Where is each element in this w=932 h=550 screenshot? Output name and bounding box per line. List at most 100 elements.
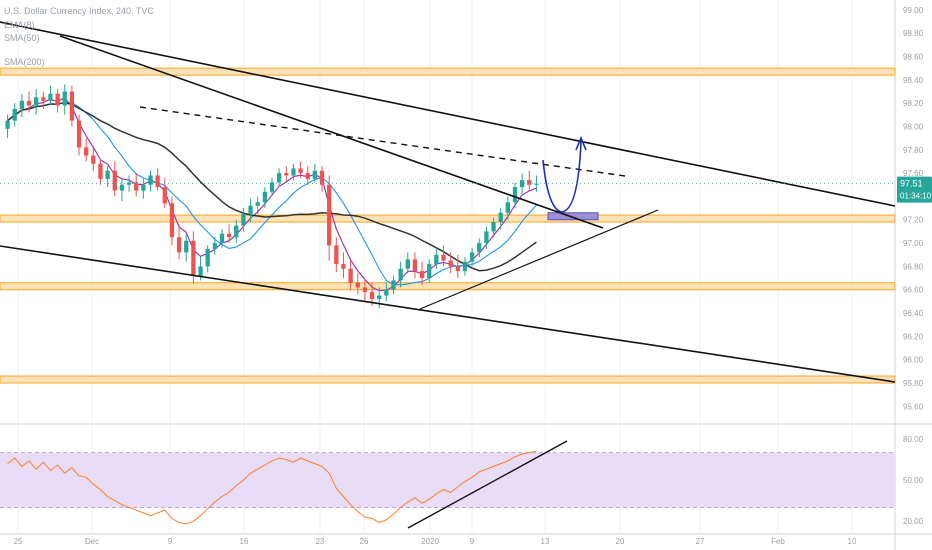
candle-body <box>212 243 217 249</box>
time-tick-label: 10 <box>848 537 857 546</box>
candle-body <box>469 252 475 262</box>
candle-body <box>355 282 360 288</box>
time-tick-label: 27 <box>696 537 705 546</box>
candle-body <box>477 243 482 253</box>
candle-body <box>226 233 232 238</box>
candle-body <box>298 168 303 174</box>
candle-body <box>12 108 17 121</box>
symbol-title: U.S. Dollar Currency Index, 240, TVC <box>4 6 154 16</box>
candle-body <box>269 182 275 192</box>
time-tick-label: 2020 <box>421 537 439 546</box>
time-tick-label: Feb <box>771 537 785 546</box>
candle-body <box>455 266 460 272</box>
candle-body <box>91 155 96 164</box>
candle-body <box>319 170 325 185</box>
indicator-label-ema: EMA(8) <box>4 20 35 30</box>
price-tick-label: 97.20 <box>903 216 924 225</box>
candle-body <box>219 233 225 244</box>
candle-body <box>484 231 489 244</box>
price-tick-label: 96.40 <box>903 309 924 318</box>
candle-body <box>34 97 39 106</box>
rsi-line <box>7 450 537 525</box>
candle-body <box>491 222 496 232</box>
support-resistance-zone <box>0 67 896 76</box>
candle-body <box>205 248 210 267</box>
candle-body <box>55 93 60 106</box>
time-tick-label: Dec <box>85 537 99 546</box>
price-tick-label: 96.20 <box>903 332 924 341</box>
candle-body <box>348 268 353 283</box>
candle-body <box>312 170 318 179</box>
trendlines <box>0 21 896 529</box>
candle-body <box>198 266 203 276</box>
sma50-line <box>7 102 537 286</box>
price-tick-label: 99.00 <box>903 6 924 15</box>
candle-body <box>377 295 382 300</box>
time-tick-label: 9 <box>168 537 173 546</box>
price-badge: 97.51 01:34:10 <box>897 176 932 203</box>
candle-body <box>126 182 132 185</box>
sma200-line <box>7 101 537 272</box>
price-badge-box <box>897 176 932 203</box>
candle-body <box>519 180 525 188</box>
time-tick-label: 16 <box>240 537 249 546</box>
rsi-trendline <box>407 440 568 529</box>
candle-body <box>427 264 432 279</box>
price-tick-label: 98.20 <box>903 99 924 108</box>
price-tick-label: 96.00 <box>903 356 924 365</box>
time-tick-label: 26 <box>360 537 369 546</box>
candle-body <box>262 191 267 203</box>
price-zones <box>0 67 896 384</box>
price-tick-label: 98.60 <box>903 52 924 61</box>
price-tick-label: 98.80 <box>903 29 924 38</box>
candle-body <box>291 168 296 176</box>
candle-body <box>412 259 418 272</box>
candle-body <box>105 170 110 179</box>
candle-body <box>184 240 189 253</box>
candle-body <box>134 182 139 191</box>
candle-body <box>284 173 289 176</box>
price-tick-label: 95.80 <box>903 379 924 388</box>
candle-body <box>241 213 246 226</box>
time-tick-label: 23 <box>316 537 325 546</box>
price-tick-label: 95.60 <box>903 402 924 411</box>
time-tick-label: 9 <box>470 537 475 546</box>
candlesticks <box>5 84 539 309</box>
candle-body <box>19 100 25 109</box>
ascending-trendline <box>419 209 659 310</box>
candle-body <box>155 175 160 188</box>
candle-body <box>512 187 518 203</box>
time-tick-label: 13 <box>541 537 550 546</box>
price-tick-label: 96.80 <box>903 262 924 271</box>
descending-trendline <box>59 35 604 229</box>
rsi-band <box>0 452 895 508</box>
upper-channel-line <box>0 21 896 207</box>
candle-body <box>448 260 453 267</box>
candle-body <box>305 173 310 179</box>
candle-body <box>26 100 32 106</box>
candle-body <box>505 202 510 213</box>
candle-body <box>255 202 260 206</box>
support-resistance-zone <box>0 282 896 291</box>
candle-body <box>84 147 89 156</box>
support-resistance-zone <box>0 214 896 223</box>
candle-body <box>162 187 167 204</box>
candle-body <box>234 225 239 238</box>
candle-body <box>384 289 389 296</box>
candle-body <box>112 170 117 191</box>
price-tick-label: 98.40 <box>903 76 924 85</box>
rsi-tick-label: 20.00 <box>903 517 924 526</box>
candle-body <box>191 240 196 276</box>
candle-body <box>441 254 446 261</box>
indicator-label-sma200: SMA(200) <box>4 57 45 67</box>
candle-body <box>119 184 125 191</box>
candle-body <box>98 163 103 179</box>
candle-body <box>169 203 175 238</box>
candle-body <box>248 205 253 214</box>
candle-body <box>141 184 146 191</box>
candle-body <box>362 287 368 293</box>
indicator-label-sma50: SMA(50) <box>4 33 40 43</box>
candle-body <box>534 183 539 185</box>
time-axis: 25 Dec 9 16 23 26 2020 9 13 20 27 Feb 10 <box>14 537 857 546</box>
